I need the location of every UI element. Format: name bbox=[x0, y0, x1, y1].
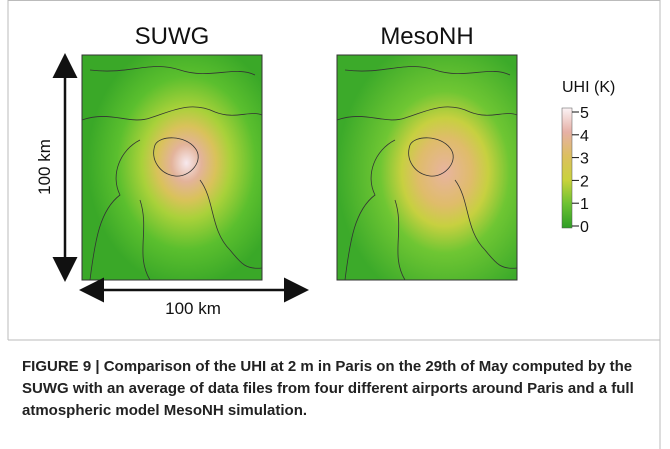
colorbar-title: UHI (K) bbox=[562, 79, 615, 96]
panel-title: SUWG bbox=[135, 23, 210, 50]
panel-title: MesoNH bbox=[380, 23, 473, 50]
colorbar-tick-label: 4 bbox=[580, 128, 589, 145]
scale-label-horizontal: 100 km bbox=[165, 299, 221, 318]
colorbar-tick-label: 3 bbox=[580, 151, 589, 168]
colorbar-tick-label: 5 bbox=[580, 105, 589, 122]
map-suwg bbox=[81, 54, 263, 281]
colorbar-tick-label: 2 bbox=[580, 173, 589, 190]
map-mesonh bbox=[336, 54, 518, 281]
caption: FIGURE 9 | Comparison of the UHI at 2 m … bbox=[22, 358, 634, 419]
colorbar bbox=[561, 107, 573, 229]
scale-label-vertical: 100 km bbox=[35, 139, 54, 195]
colorbar-tick-label: 0 bbox=[580, 219, 589, 236]
frame bbox=[7, 0, 661, 449]
colorbar-tick-label: 1 bbox=[580, 196, 589, 213]
boundaries bbox=[81, 66, 518, 281]
